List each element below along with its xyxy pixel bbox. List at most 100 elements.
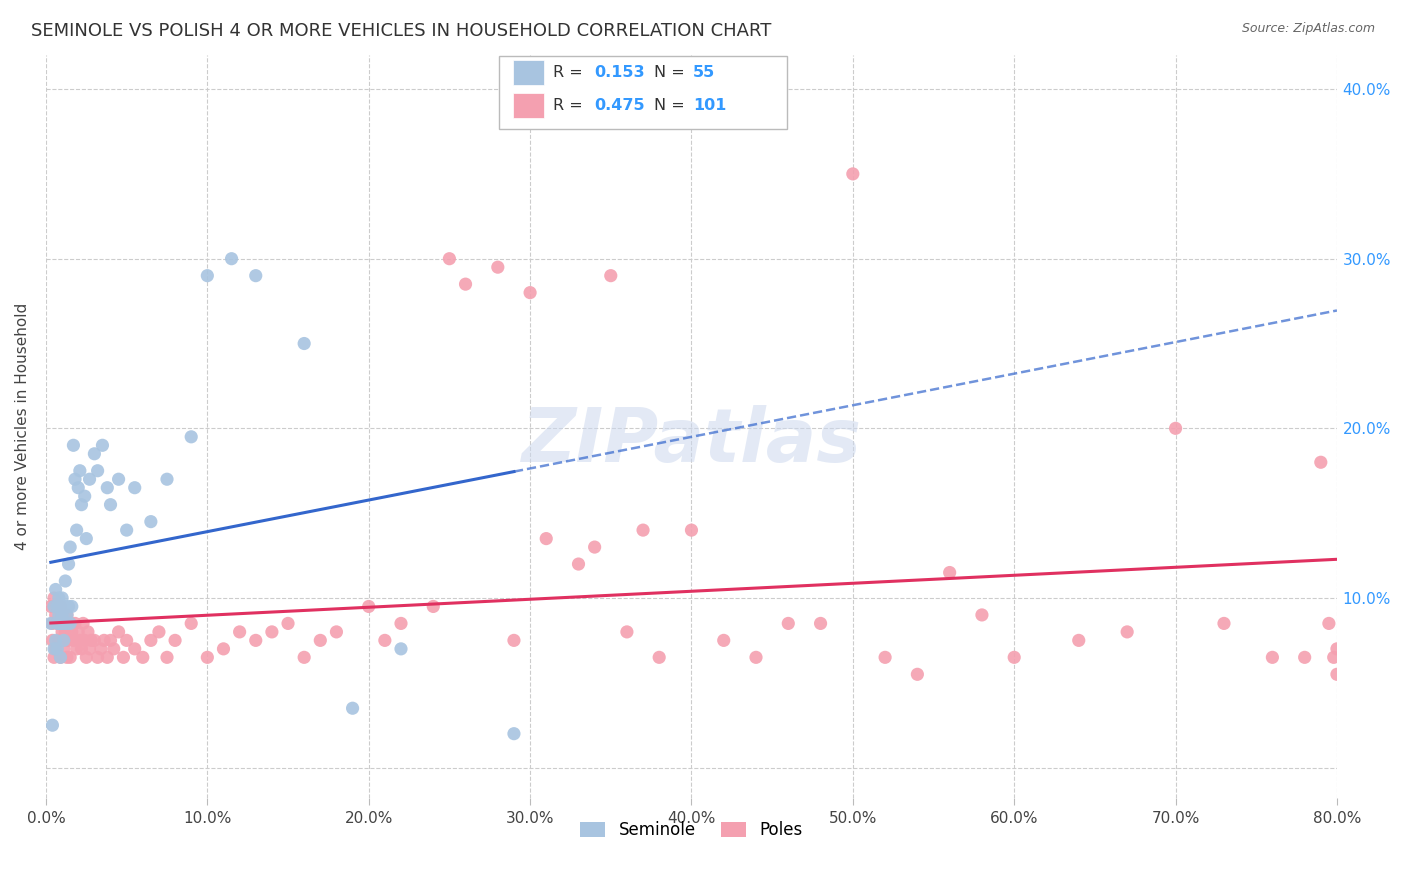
Point: [79, 472, 101, 486]
Point: [245, 633, 267, 648]
Point: [60, 624, 83, 639]
Point: [292, 650, 315, 665]
Point: [51, 616, 73, 631]
Point: [115, 633, 138, 648]
Point: [66, 641, 89, 656]
Point: [63, 616, 86, 631]
Point: [139, 515, 162, 529]
Point: [86, 464, 108, 478]
Point: [75, 532, 97, 546]
Point: [1067, 633, 1090, 648]
Point: [938, 566, 960, 580]
Point: [58, 633, 80, 648]
Point: [454, 277, 477, 292]
Point: [51, 624, 73, 639]
Point: [51, 607, 73, 622]
Point: [70, 641, 93, 656]
Point: [56, 616, 79, 631]
Point: [1323, 650, 1346, 665]
Point: [374, 633, 396, 648]
Point: [93, 633, 115, 648]
Point: [59, 540, 82, 554]
Point: [45, 633, 67, 648]
Point: [745, 650, 768, 665]
Point: [875, 650, 897, 665]
Point: [80, 633, 103, 648]
Point: [49, 650, 72, 665]
Point: [1213, 616, 1236, 631]
Point: [1317, 616, 1340, 631]
Point: [342, 701, 364, 715]
Point: [53, 633, 76, 648]
Point: [842, 167, 865, 181]
Point: [357, 599, 380, 614]
Point: [69, 464, 91, 478]
Legend: Seminole, Poles: Seminole, Poles: [574, 814, 808, 846]
Point: [86, 650, 108, 665]
Text: Source: ZipAtlas.com: Source: ZipAtlas.com: [1241, 22, 1375, 36]
Point: [583, 540, 606, 554]
Point: [69, 633, 91, 648]
Text: N =: N =: [654, 65, 690, 79]
Point: [96, 650, 118, 665]
Point: [180, 616, 202, 631]
Point: [91, 438, 114, 452]
Point: [42, 641, 65, 656]
Point: [48, 616, 70, 631]
Point: [713, 633, 735, 648]
Point: [107, 472, 129, 486]
Point: [51, 591, 73, 605]
Text: 55: 55: [693, 65, 716, 79]
Point: [389, 641, 412, 656]
Y-axis label: 4 or more Vehicles in Household: 4 or more Vehicles in Household: [15, 303, 30, 550]
Point: [73, 633, 96, 648]
Point: [58, 599, 80, 614]
Point: [970, 607, 993, 622]
Point: [45, 607, 67, 622]
Point: [124, 481, 146, 495]
Point: [45, 582, 67, 597]
Point: [212, 641, 235, 656]
Point: [439, 252, 461, 266]
Point: [292, 336, 315, 351]
Point: [90, 641, 112, 656]
Point: [56, 607, 79, 622]
Point: [503, 633, 526, 648]
Point: [616, 624, 638, 639]
Point: [83, 447, 105, 461]
Point: [519, 285, 541, 300]
Point: [599, 268, 621, 283]
Point: [325, 624, 347, 639]
Point: [48, 607, 70, 622]
Point: [53, 616, 76, 631]
Point: [66, 523, 89, 537]
Point: [195, 650, 218, 665]
Point: [73, 489, 96, 503]
Point: [309, 633, 332, 648]
Point: [48, 591, 70, 605]
Text: 0.475: 0.475: [595, 98, 645, 112]
Point: [156, 472, 179, 486]
Point: [53, 624, 76, 639]
Point: [1294, 650, 1316, 665]
Point: [62, 633, 84, 648]
Point: [422, 599, 444, 614]
Point: [260, 624, 283, 639]
Text: 0.153: 0.153: [595, 65, 645, 79]
Point: [60, 599, 83, 614]
Point: [48, 616, 70, 631]
Point: [905, 667, 928, 681]
Text: R =: R =: [553, 98, 588, 112]
Point: [75, 650, 97, 665]
Point: [228, 624, 250, 639]
Point: [1116, 624, 1139, 639]
Point: [567, 557, 589, 571]
Point: [631, 523, 654, 537]
Point: [56, 607, 79, 622]
Text: SEMINOLE VS POLISH 4 OR MORE VEHICLES IN HOUSEHOLD CORRELATION CHART: SEMINOLE VS POLISH 4 OR MORE VEHICLES IN…: [31, 22, 772, 40]
Point: [39, 616, 62, 631]
Point: [1164, 421, 1187, 435]
Point: [389, 616, 412, 631]
Point: [1261, 650, 1284, 665]
Point: [115, 523, 138, 537]
